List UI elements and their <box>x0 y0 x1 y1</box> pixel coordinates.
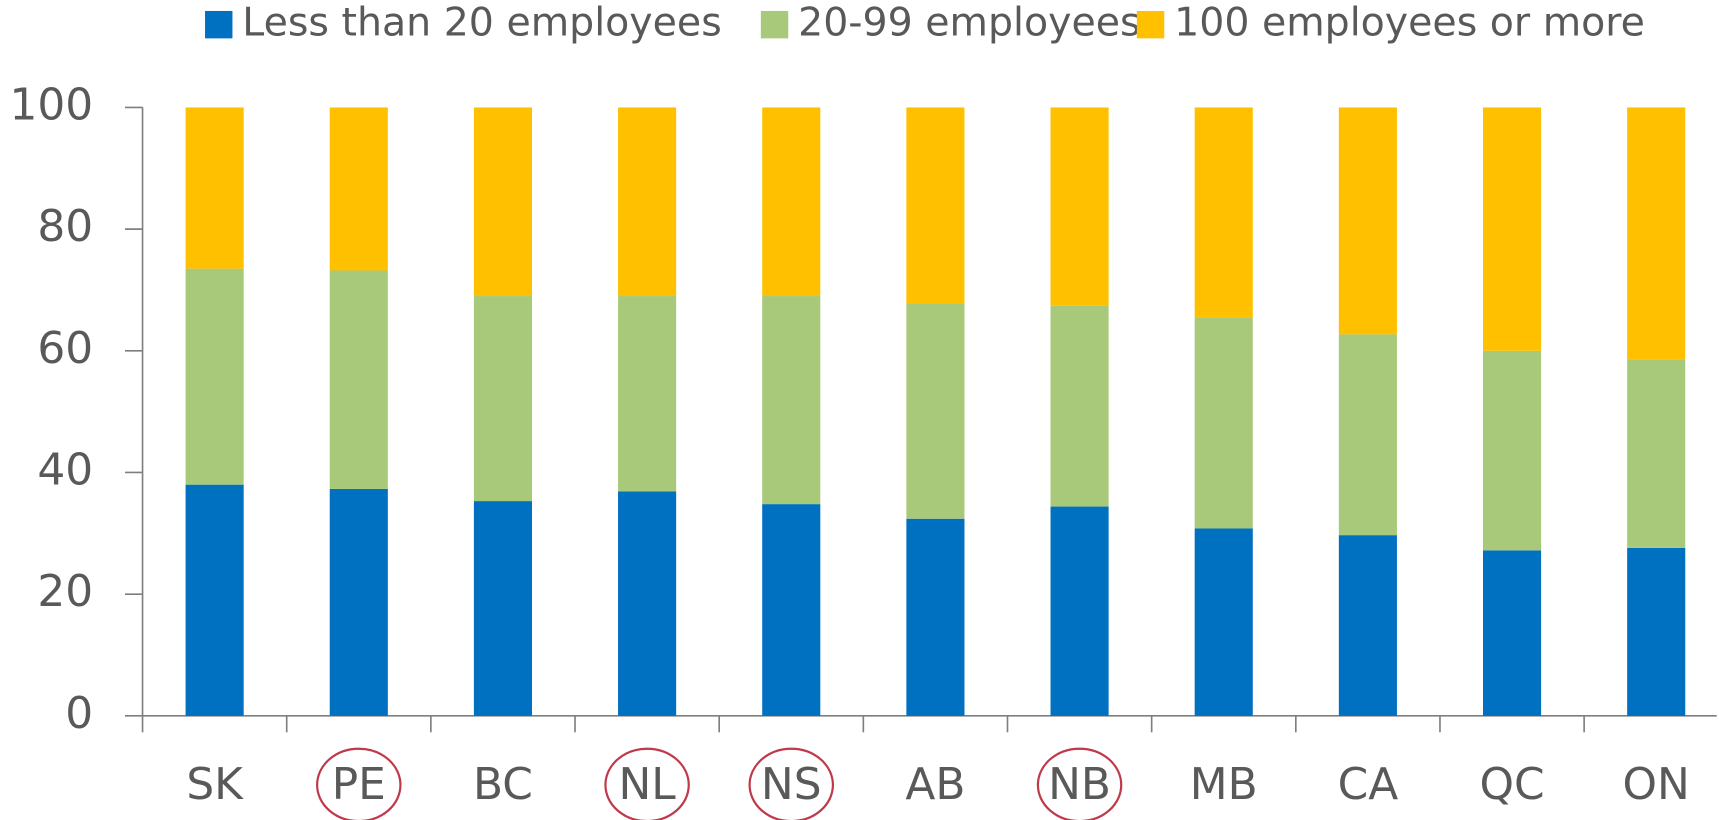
bar-segment <box>1050 506 1109 716</box>
highlight-circle <box>748 747 834 820</box>
bar-segment <box>1194 317 1253 529</box>
y-tick-label: 100 <box>10 79 94 130</box>
highlight-circle <box>1036 747 1123 820</box>
bar-segment <box>1482 550 1542 716</box>
x-tick-label: NB <box>1048 759 1111 810</box>
x-tick-label: SK <box>186 759 244 810</box>
bar-segment <box>185 484 244 716</box>
bar-segment <box>473 296 532 502</box>
x-tick-label: MB <box>1190 759 1258 810</box>
bar-segment <box>1627 359 1686 548</box>
bar-segment <box>329 270 388 489</box>
x-tick-label: CA <box>1338 759 1399 810</box>
bar-segment <box>762 296 821 505</box>
x-tick-label: PE <box>332 759 386 810</box>
x-tick-label: NS <box>761 759 822 810</box>
highlight-circle <box>316 747 402 820</box>
highlight-circle <box>604 747 690 820</box>
x-tick-label: QC <box>1479 759 1544 810</box>
bar-segment <box>1194 528 1253 716</box>
y-tick-label: 20 <box>37 566 93 617</box>
legend-swatch <box>205 10 233 39</box>
bar-segment <box>762 504 821 716</box>
bar-segment <box>762 107 821 297</box>
legend-label: 20-99 employees <box>798 0 1140 46</box>
bar-segment <box>1338 535 1397 716</box>
y-tick-label: 40 <box>37 444 93 495</box>
x-tick-label: BC <box>473 759 533 810</box>
bar-segment <box>1627 547 1686 716</box>
bar-segment <box>1050 305 1109 507</box>
bar-segment <box>185 268 244 485</box>
y-tick-label: 80 <box>37 201 93 252</box>
bar-segment <box>906 107 965 304</box>
bar-segment <box>1050 107 1109 306</box>
bar-segment <box>329 107 388 271</box>
bar-segment <box>329 488 388 716</box>
bar-segment <box>473 107 532 297</box>
x-tick-label: ON <box>1623 759 1690 810</box>
legend-label: Less than 20 employees <box>242 0 721 46</box>
bar-segment <box>473 501 532 716</box>
bar-segment <box>906 518 965 716</box>
bar-segment <box>1627 107 1686 360</box>
bar-segment <box>1482 107 1542 351</box>
bar-segment <box>185 107 244 269</box>
bar-segment <box>1482 350 1542 551</box>
legend-label: 100 employees or more <box>1174 0 1645 46</box>
bar-segment <box>1338 334 1397 536</box>
bar-segment <box>618 296 677 492</box>
legend-swatch <box>760 10 789 39</box>
bar-segment <box>1194 107 1253 318</box>
bar-segment <box>906 303 965 519</box>
x-tick-label: AB <box>905 759 965 810</box>
bar-segment <box>618 107 677 297</box>
bar-segment <box>1338 107 1397 335</box>
bar-segment <box>618 491 677 716</box>
y-tick-label: 60 <box>37 323 93 374</box>
legend-swatch <box>1136 10 1165 39</box>
y-tick-label: 0 <box>65 688 93 739</box>
x-tick-label: NL <box>618 759 676 810</box>
